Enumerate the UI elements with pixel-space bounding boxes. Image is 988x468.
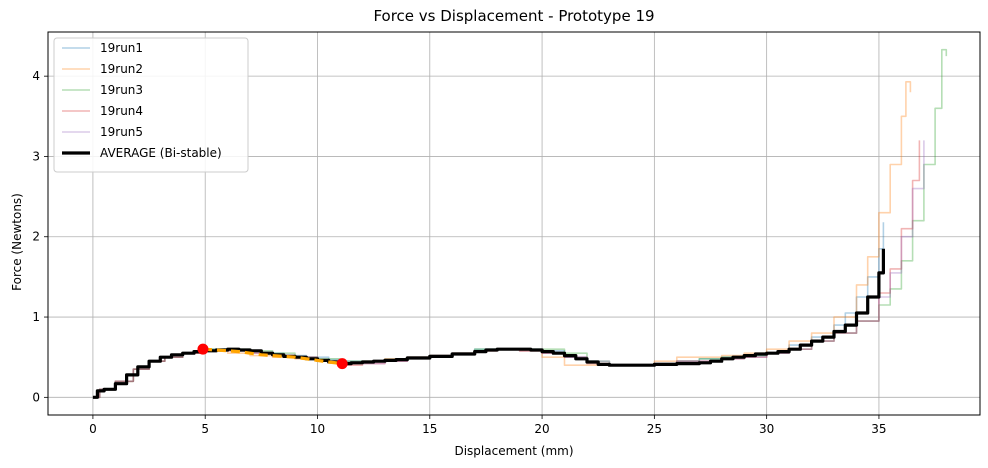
y-tick-label: 2 (32, 230, 40, 244)
x-tick-label: 15 (422, 422, 437, 436)
chart-title: Force vs Displacement - Prototype 19 (373, 7, 654, 25)
y-tick-label: 4 (32, 69, 40, 83)
critical-point-marker (336, 358, 348, 370)
legend-label: AVERAGE (Bi-stable) (100, 146, 222, 160)
critical-point-marker (197, 343, 209, 355)
legend-label: 19run3 (100, 83, 143, 97)
legend-label: 19run5 (100, 125, 143, 139)
legend-label: 19run4 (100, 104, 143, 118)
y-tick-label: 3 (32, 149, 40, 163)
series-line-6 (202, 347, 343, 366)
x-tick-label: 10 (310, 422, 325, 436)
marker-layer (197, 343, 348, 370)
x-tick-label: 30 (759, 422, 774, 436)
legend: 19run1 19run2 19run3 19run4 19run5 AVERAGE (B… (53, 37, 249, 173)
x-tick-label: 0 (89, 422, 97, 436)
y-tick-label: 1 (32, 310, 40, 324)
y-tick-label: 0 (32, 390, 40, 404)
x-tick-label: 25 (647, 422, 662, 436)
legend-label: 19run1 (100, 41, 143, 55)
tick-layer: 0 5 10 15 20 25 30 35 0 1 2 3 4 (32, 69, 886, 436)
legend-box (53, 37, 249, 173)
legend-label: 19run2 (100, 62, 143, 76)
grid (48, 32, 980, 415)
y-axis-label: Force (Newtons) (10, 193, 24, 291)
x-tick-label: 5 (201, 422, 209, 436)
x-axis-label: Displacement (mm) (454, 444, 573, 458)
x-tick-label: 35 (871, 422, 886, 436)
x-tick-label: 20 (534, 422, 549, 436)
axes-frame (47, 31, 981, 416)
